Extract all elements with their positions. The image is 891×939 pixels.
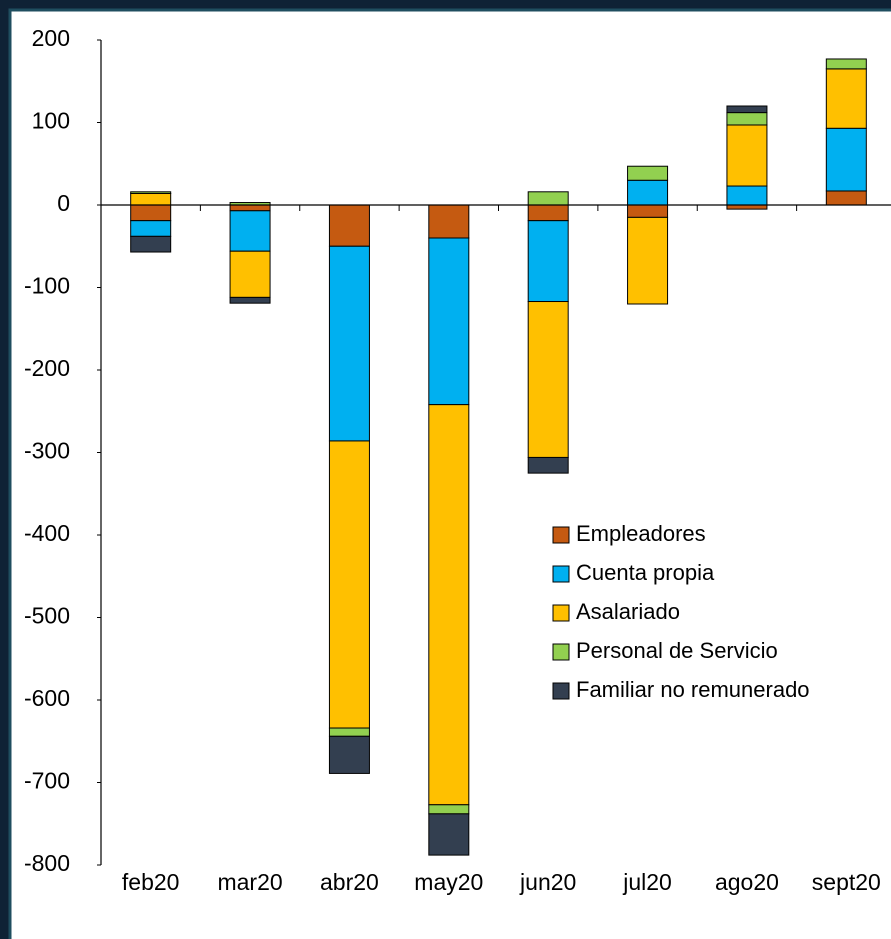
y-tick-label: -600 — [24, 685, 70, 711]
legend-label: Cuenta propia — [576, 560, 715, 585]
legend-label: Personal de Servicio — [576, 638, 778, 663]
bar-segment — [428, 204, 470, 239]
bar-segment — [428, 404, 470, 806]
legend-label: Familiar no remunerado — [576, 677, 810, 702]
y-tick-label: 0 — [57, 190, 70, 216]
y-tick-label: -500 — [24, 603, 70, 629]
y-tick-label: -400 — [24, 520, 70, 546]
bar-segment — [328, 245, 370, 442]
bar-segment — [825, 190, 867, 206]
legend-swatch — [552, 643, 570, 661]
x-tick-label: mar20 — [217, 869, 282, 895]
y-tick-label: -700 — [24, 768, 70, 794]
bar-segment — [229, 210, 271, 252]
bar-segment — [428, 237, 470, 406]
y-tick-label: -200 — [24, 355, 70, 381]
bar-segment — [229, 296, 271, 304]
bar-segment — [130, 192, 172, 206]
bar-segment — [527, 456, 569, 474]
legend-label: Asalariado — [576, 599, 680, 624]
legend-label: Empleadores — [576, 521, 706, 546]
bar-segment — [726, 185, 768, 206]
bar-segment — [328, 440, 370, 729]
y-tick-label: -800 — [24, 850, 70, 876]
x-tick-label: may20 — [414, 869, 483, 895]
bar-segment — [428, 804, 470, 815]
bar-segment — [627, 216, 669, 305]
bar-segment — [627, 204, 669, 218]
bar-segment — [825, 58, 867, 70]
legend-swatch — [552, 682, 570, 700]
y-tick-label: 200 — [32, 25, 70, 51]
x-tick-label: jul20 — [622, 869, 672, 895]
bar-segment — [527, 301, 569, 458]
bar-segment — [527, 191, 569, 206]
bar-segment — [328, 727, 370, 737]
bar-segment — [726, 124, 768, 187]
y-tick-label: -300 — [24, 438, 70, 464]
bar-segment — [627, 179, 669, 206]
bar-segment — [229, 204, 271, 212]
x-tick-label: sept20 — [812, 869, 881, 895]
bar-segment — [328, 204, 370, 247]
bar-segment — [726, 204, 768, 210]
legend-swatch — [552, 604, 570, 622]
bar-segment — [130, 204, 172, 222]
bar-segment — [229, 250, 271, 298]
bar-segment — [428, 813, 470, 856]
bar-segment — [726, 105, 768, 114]
y-tick-label: -100 — [24, 273, 70, 299]
bar-segment — [825, 68, 867, 129]
bar-segment — [130, 235, 172, 253]
bar-segment — [130, 220, 172, 237]
bar-segment — [130, 191, 172, 194]
x-tick-label: ago20 — [715, 869, 779, 895]
bar-segment — [527, 204, 569, 222]
y-tick-label: 100 — [32, 108, 70, 134]
legend-swatch — [552, 565, 570, 583]
legend-swatch — [552, 526, 570, 544]
bar-segment — [627, 165, 669, 181]
x-tick-label: abr20 — [320, 869, 379, 895]
bar-segment — [726, 112, 768, 126]
bar-segment — [328, 735, 370, 774]
bar-segment — [825, 127, 867, 192]
x-tick-label: jun20 — [519, 869, 576, 895]
x-tick-label: feb20 — [122, 869, 180, 895]
bar-segment — [527, 220, 569, 303]
